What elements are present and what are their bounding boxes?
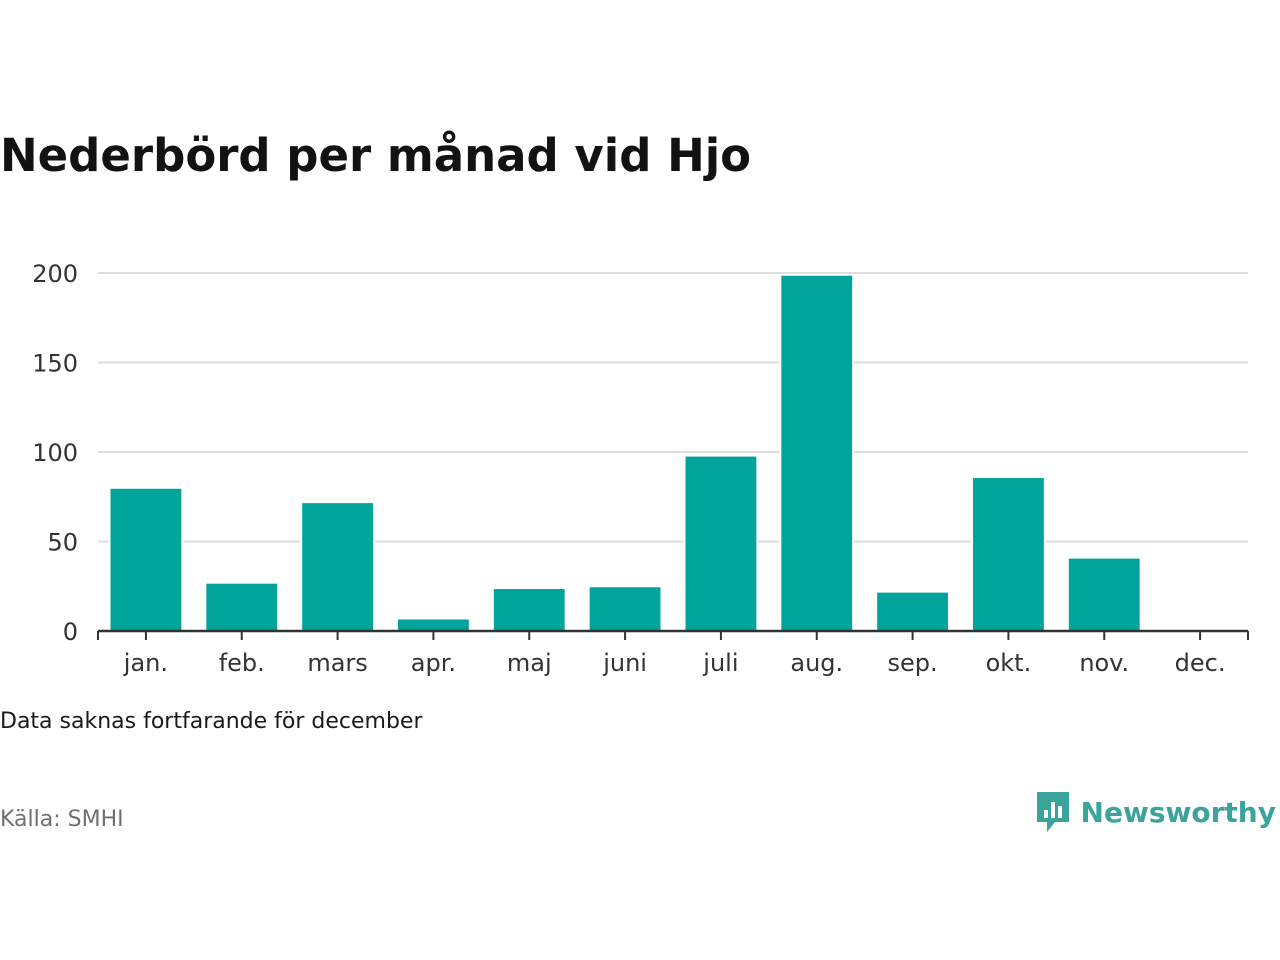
x-tick-label: mars [307,649,367,677]
source-label: Källa: SMHI [0,807,124,832]
y-axis-tick-labels: 0 50 100 150 200 [32,260,78,646]
x-tick-label: apr. [411,649,456,677]
gridlines [98,272,1248,543]
y-tick-label: 100 [32,439,78,467]
x-axis [97,629,1249,640]
bar-jan [108,486,184,632]
x-tick-label: dec. [1175,649,1226,677]
bar-chart: 0 50 100 150 200 jan. feb. mars apr. maj juni juli… [32,260,1249,677]
bar-okt [971,476,1046,632]
y-tick-label: 200 [32,260,78,288]
brand-logo: Newsworthy [1035,788,1276,836]
bar-nov [1066,556,1142,632]
newsworthy-logo-icon [1036,792,1069,832]
bar-juni [587,585,663,632]
x-tick-label: maj [507,649,552,677]
bar-aug [779,273,855,632]
y-tick-label: 150 [32,350,78,378]
bars [108,273,1142,633]
bar-apr [396,617,471,633]
x-tick-label: sep. [888,649,938,677]
y-tick-label: 50 [47,529,78,557]
bar-maj [491,587,567,633]
x-tick-label: aug. [790,649,843,677]
x-tick-label: nov. [1079,649,1129,677]
chart-title: Nederbörd per månad vid Hjo [0,129,752,182]
y-tick-label: 0 [63,618,78,646]
bar-sep [875,590,951,632]
bar-mars [300,501,375,632]
bar-feb [204,581,280,633]
bar-juli [683,454,759,632]
x-tick-label: okt. [986,649,1032,677]
x-tick-label: feb. [219,649,265,677]
x-tick-label: juli [702,649,738,677]
x-tick-label: jan. [123,649,168,677]
x-tick-label: juni [602,649,647,677]
brand-name: Newsworthy [1080,795,1276,829]
chart-note: Data saknas fortfarande för december [0,709,423,734]
x-axis-tick-labels: jan. feb. mars apr. maj juni juli aug. sep. okt. n… [123,649,1226,677]
